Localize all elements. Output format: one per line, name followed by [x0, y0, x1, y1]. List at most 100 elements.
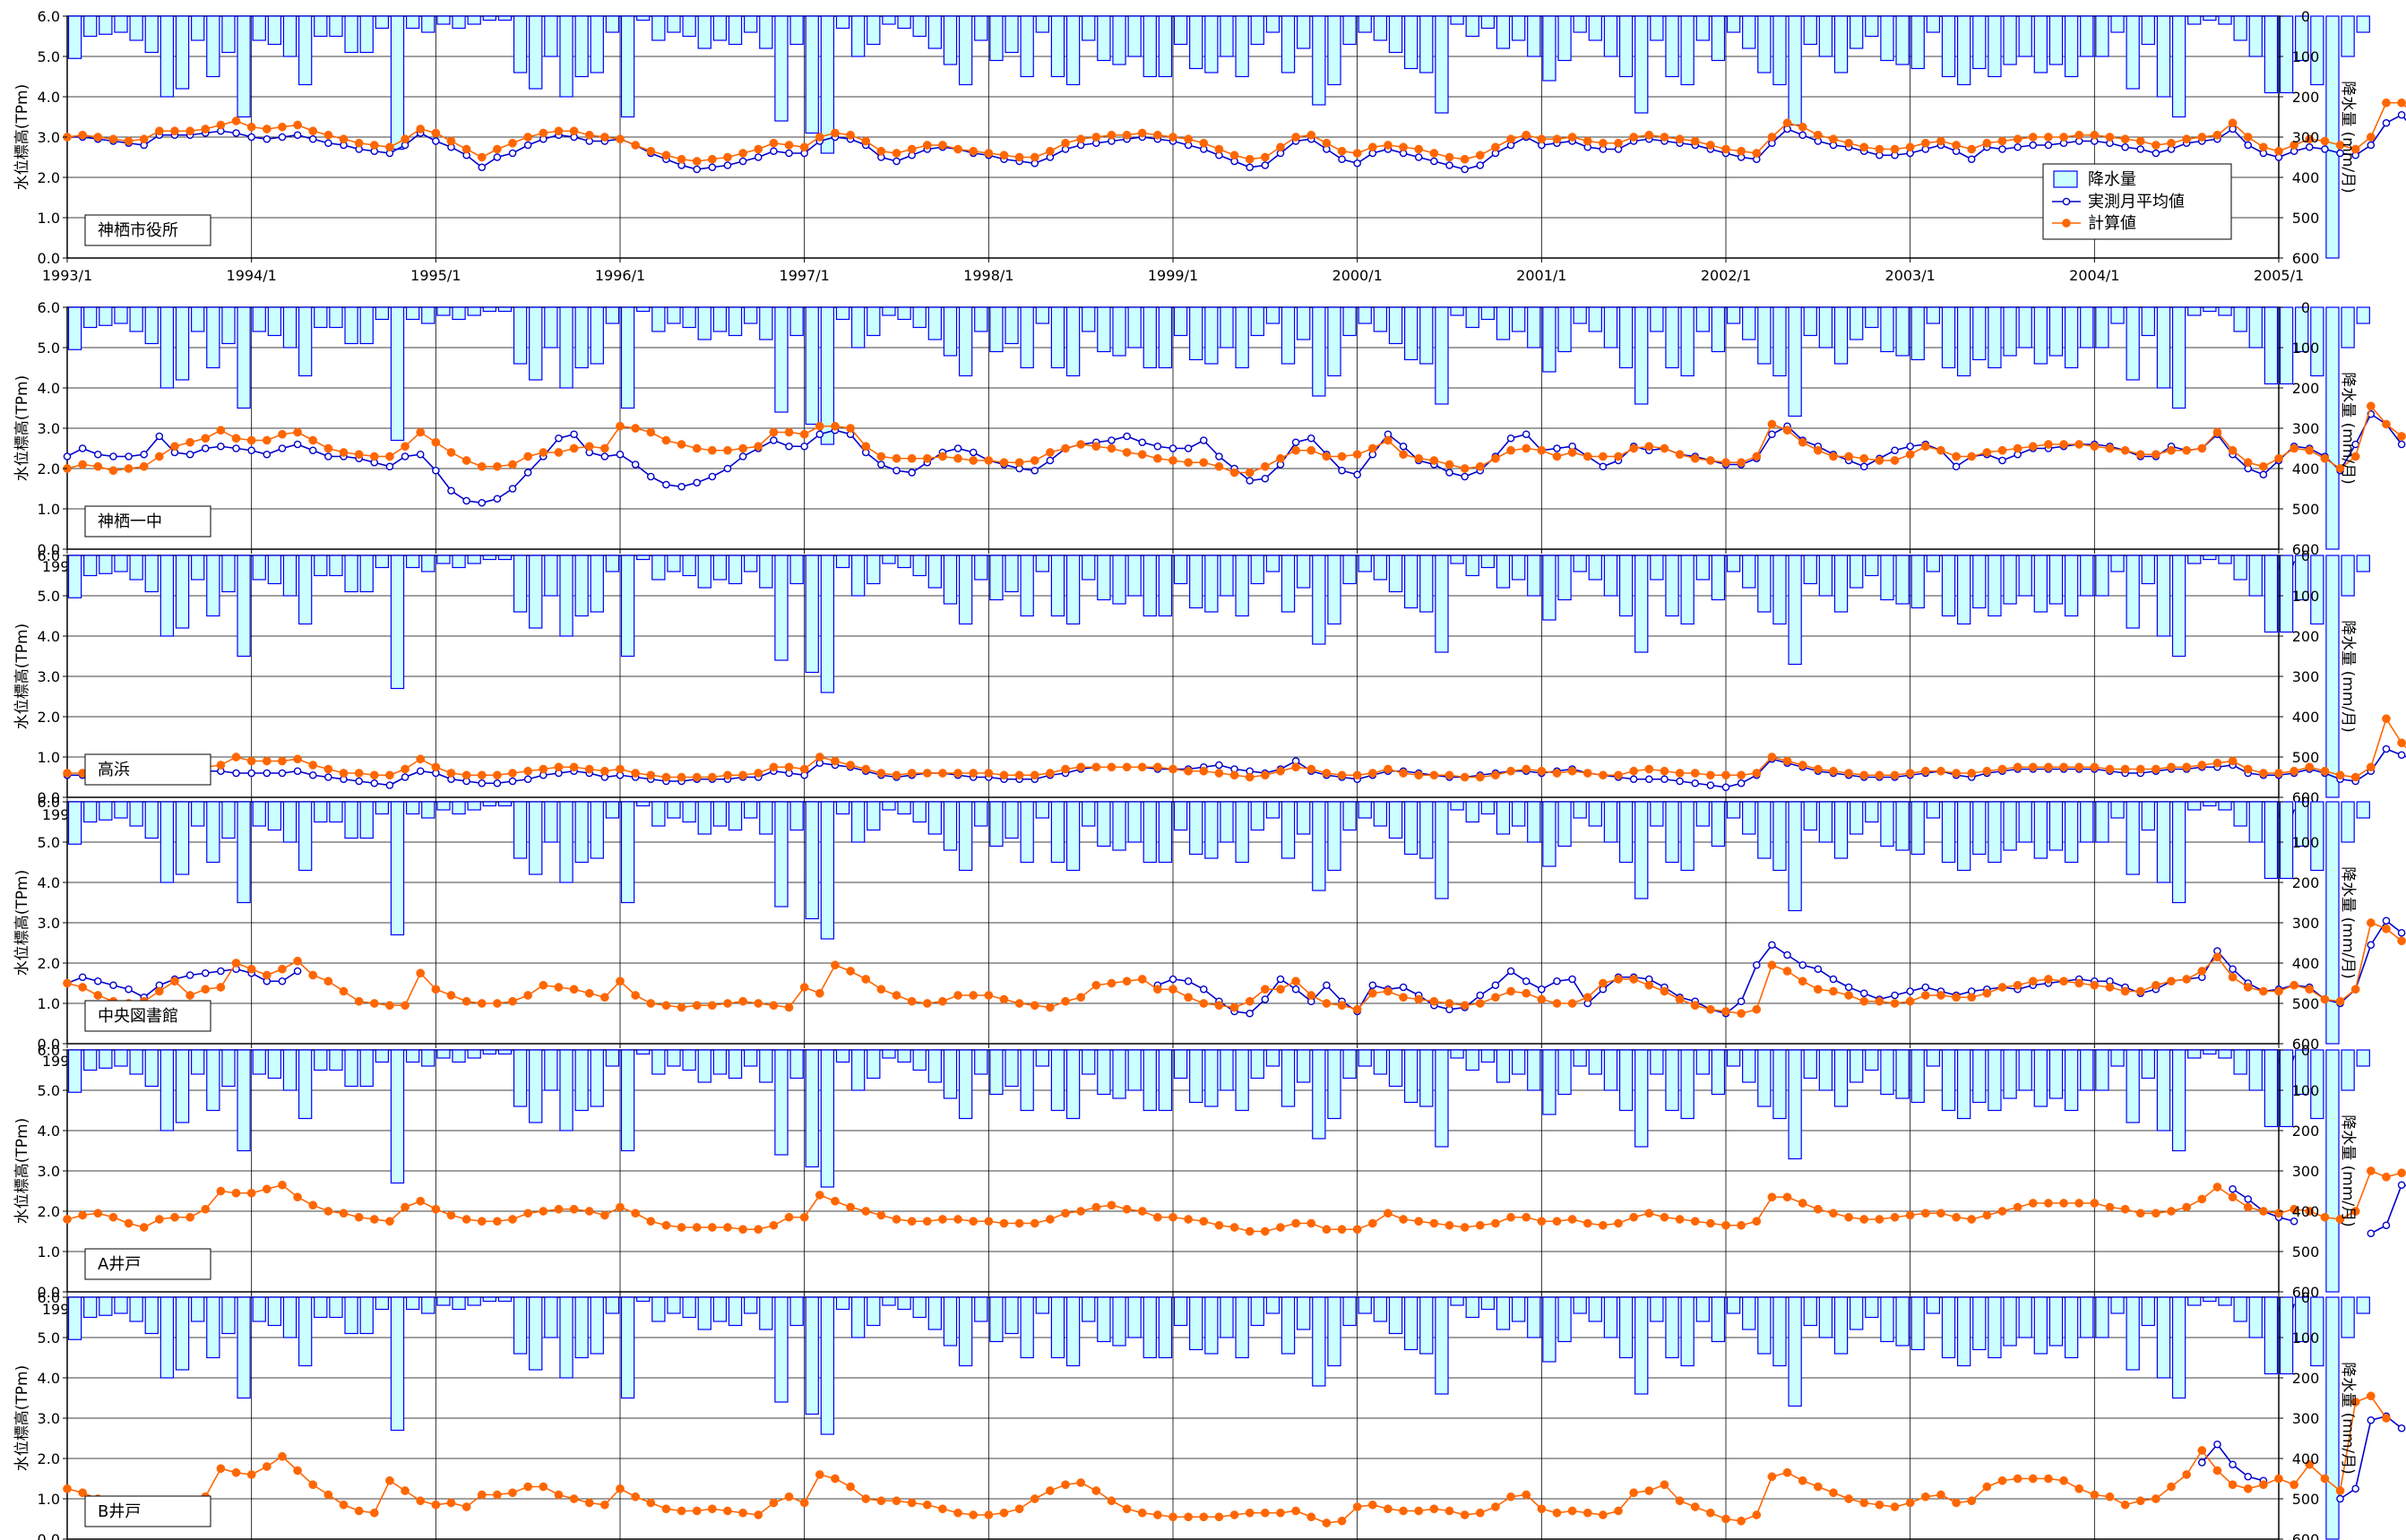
rain-bar: [1634, 15, 1649, 114]
calculated-point: [1721, 458, 1730, 468]
calculated-point: [1107, 762, 1117, 772]
rain-bar: [267, 306, 282, 337]
calculated-point: [1444, 1506, 1454, 1516]
rain-bar: [2003, 555, 2017, 605]
rain-bar: [605, 15, 620, 33]
rain-bar: [744, 801, 758, 819]
calculated-point: [293, 120, 302, 130]
calculated-point: [1414, 1217, 1424, 1226]
calculated-point: [815, 133, 824, 142]
rain-bar: [1803, 15, 1817, 46]
observed-point: [217, 967, 225, 976]
calculated-point: [1813, 1204, 1823, 1214]
calculated-point: [661, 435, 671, 445]
left-tick-label: 6.0: [38, 299, 60, 316]
calculated-point: [1384, 986, 1393, 996]
observed-point: [508, 485, 517, 493]
rain-bar: [1143, 15, 1157, 78]
rain-bar: [144, 555, 159, 593]
observed-point: [278, 769, 287, 778]
observed-point: [140, 450, 148, 459]
calculated-point: [784, 1212, 794, 1222]
rain-bar: [1634, 1296, 1649, 1395]
rain-bar: [1465, 555, 1479, 577]
observed-point: [2136, 145, 2145, 153]
rain-bar: [375, 555, 390, 569]
calculated-point: [1936, 445, 1945, 455]
calculated-point: [1660, 766, 1669, 776]
observed-point: [1246, 1009, 1254, 1018]
calculated-point: [1537, 766, 1547, 776]
calculated-point: [1737, 458, 1746, 468]
rain-bar: [1465, 1296, 1479, 1319]
calculated-point: [1890, 999, 1900, 1008]
calculated-point: [1137, 1207, 1147, 1216]
rain-bar: [712, 306, 728, 332]
calculated-point: [600, 133, 609, 142]
rain-bar: [774, 555, 789, 661]
rain-bar: [1711, 801, 1726, 847]
rain-bar: [1833, 1049, 1849, 1107]
observed-point: [247, 133, 255, 142]
rain-bar: [943, 1049, 958, 1099]
rain-bar: [943, 15, 958, 65]
rain-bar: [1435, 801, 1449, 899]
calculated-point: [661, 1220, 671, 1230]
rain-bar: [129, 306, 143, 332]
calculated-point: [2059, 1475, 2068, 1485]
legend-observed-label: 実測月平均値: [2088, 193, 2185, 211]
left-tick-label: 5.0: [38, 340, 60, 357]
rain-bar: [636, 1296, 651, 1303]
rain-bar: [83, 801, 98, 823]
calculated-point: [1276, 985, 1285, 994]
calculated-point: [63, 769, 72, 778]
rain-bar: [497, 1049, 513, 1055]
calculated-point: [1291, 1218, 1300, 1228]
calculated-point: [1199, 999, 1209, 1008]
calculated-point: [1061, 1480, 1070, 1490]
calculated-point: [2059, 762, 2068, 772]
calculated-point: [1306, 1218, 1316, 1228]
calculated-point: [523, 766, 533, 776]
rain-bar: [2018, 555, 2032, 597]
rain-bar: [1588, 15, 1602, 41]
rain-bar: [329, 1049, 343, 1071]
calculated-point: [2305, 985, 2315, 994]
calculated-point: [539, 128, 548, 138]
calculated-point: [523, 133, 533, 142]
calculated-point: [2167, 138, 2176, 148]
observed-point: [908, 469, 916, 477]
observed-point: [1568, 975, 1576, 984]
calculated-point: [1890, 1212, 1900, 1222]
calculated-line: [66, 101, 2406, 162]
rain-bar: [728, 1049, 743, 1080]
rain-bar: [651, 306, 666, 332]
rain-bar: [1573, 555, 1587, 572]
rain-bar: [1865, 1049, 1879, 1071]
left-tick-label: 5.0: [38, 588, 60, 605]
calculated-point: [1567, 1506, 1577, 1516]
rain-bar: [1511, 555, 1526, 581]
rain-bar: [67, 1049, 82, 1093]
rain-bar: [774, 1049, 789, 1156]
rain-bar: [759, 1049, 773, 1083]
observed-point: [370, 779, 379, 787]
legend-calculated-label: 計算値: [2088, 214, 2136, 233]
calculated-point: [1475, 1508, 1485, 1518]
observed-point: [555, 434, 563, 443]
calculated-point: [108, 134, 118, 144]
observed-point: [1706, 781, 1715, 789]
calculated-point: [754, 769, 763, 778]
calculated-point: [1460, 772, 1470, 782]
calculated-point: [1091, 133, 1101, 142]
calculated-point: [831, 756, 840, 766]
rain-bar: [237, 306, 251, 409]
calculated-point: [262, 1184, 272, 1194]
calculated-point: [584, 988, 594, 998]
calculated-point: [707, 772, 717, 782]
calculated-point: [1721, 770, 1730, 780]
calculated-point: [892, 1215, 901, 1224]
calculated-point: [262, 970, 272, 980]
calculated-point: [984, 769, 994, 778]
calculated-point: [1169, 985, 1177, 994]
